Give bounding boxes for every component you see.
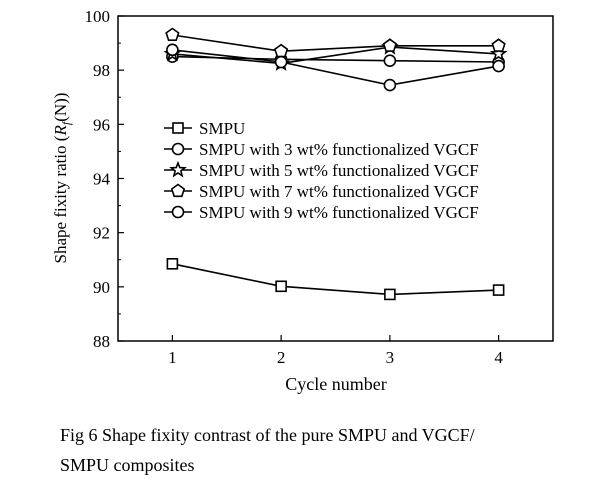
series-line bbox=[172, 263, 499, 296]
legend-label: SMPU with 9 wt% functionalized VGCF bbox=[199, 203, 479, 222]
legend-marker bbox=[172, 122, 184, 134]
legend-marker bbox=[169, 160, 187, 178]
legend-item: SMPU with 7 wt% functionalized VGCF bbox=[164, 182, 479, 201]
legend: SMPU SMPU with 3 wt% functionalized VGCF S… bbox=[164, 119, 479, 222]
x-tick-label: 3 bbox=[386, 348, 395, 367]
y-axis-label: Shape fixity ratio (Rf(N)) bbox=[51, 93, 73, 264]
y-axis-label-var: R bbox=[51, 125, 70, 137]
y-axis-label-sub: f bbox=[59, 120, 73, 125]
legend-item: SMPU with 3 wt% functionalized VGCF bbox=[164, 140, 479, 159]
legend-item: SMPU bbox=[164, 119, 245, 138]
series-5 bbox=[166, 43, 505, 92]
data-point bbox=[383, 78, 397, 92]
series-line bbox=[172, 49, 499, 86]
data-point bbox=[492, 284, 505, 296]
data-point bbox=[489, 44, 508, 62]
data-point bbox=[492, 59, 505, 73]
legend-marker bbox=[171, 205, 185, 219]
legend-label: SMPU with 3 wt% functionalized VGCF bbox=[199, 140, 479, 159]
legend-marker bbox=[170, 183, 186, 198]
y-tick-label: 88 bbox=[93, 332, 110, 351]
legend-item: SMPU with 5 wt% functionalized VGCF bbox=[164, 160, 479, 180]
data-point bbox=[166, 43, 179, 57]
data-point bbox=[274, 55, 288, 69]
x-tick-label: 2 bbox=[277, 348, 286, 367]
data-point bbox=[165, 27, 180, 42]
x-axis-label: Cycle number bbox=[285, 374, 386, 394]
legend-label: SMPU with 5 wt% functionalized VGCF bbox=[199, 161, 479, 180]
data-point bbox=[166, 258, 179, 270]
series-4 bbox=[165, 27, 506, 58]
y-tick-label: 92 bbox=[93, 224, 110, 243]
figure-caption-line-1: Fig 6 Shape fixity contrast of the pure … bbox=[60, 425, 475, 445]
data-point bbox=[275, 280, 287, 293]
x-tick-label: 4 bbox=[494, 348, 503, 367]
legend-item: SMPU with 9 wt% functionalized VGCF bbox=[164, 203, 479, 222]
x-axis-ticks: 1 2 3 4 bbox=[168, 335, 503, 367]
data-point bbox=[383, 54, 397, 67]
y-tick-label: 94 bbox=[93, 170, 111, 189]
series-1 bbox=[166, 258, 505, 301]
data-point bbox=[384, 288, 396, 301]
figure-caption-line-2: SMPU composites bbox=[60, 455, 195, 475]
data-point bbox=[491, 38, 506, 52]
data-point bbox=[382, 38, 398, 52]
y-tick-label: 96 bbox=[93, 115, 110, 134]
y-axis-ticks: 88 90 92 94 96 98 100 bbox=[85, 7, 124, 351]
y-tick-label: 90 bbox=[93, 278, 110, 297]
series-line bbox=[172, 46, 499, 65]
x-tick-label: 1 bbox=[168, 348, 177, 367]
series-line bbox=[172, 34, 499, 53]
y-tick-label: 100 bbox=[85, 7, 111, 26]
series-layer bbox=[163, 27, 508, 301]
y-axis-label-suffix: (N)) bbox=[51, 93, 70, 122]
line-chart: 88 90 92 94 96 98 100 1 2 3 4 Shape fixity ratio … bbox=[51, 7, 554, 394]
series-2 bbox=[166, 50, 505, 69]
y-tick-label: 98 bbox=[93, 61, 110, 80]
data-point bbox=[273, 43, 289, 58]
legend-label: SMPU bbox=[199, 119, 245, 138]
y-axis-label-prefix: Shape fixity ratio ( bbox=[51, 135, 70, 263]
legend-label: SMPU with 7 wt% functionalized VGCF bbox=[199, 182, 479, 201]
legend-marker bbox=[171, 142, 185, 156]
